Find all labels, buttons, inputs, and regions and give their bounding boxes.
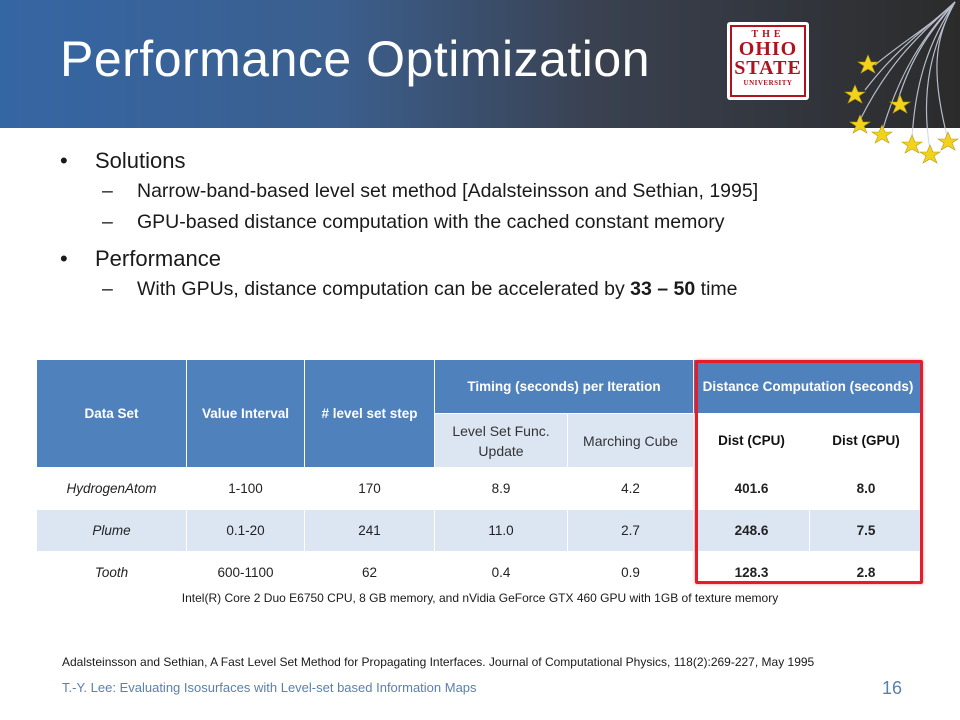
shooting-stars-decoration — [844, 1, 959, 164]
bullet-glyph: • — [60, 246, 68, 271]
star-icon — [857, 54, 879, 74]
cell-update: 8.9 — [435, 468, 568, 510]
hardware-specs: Intel(R) Core 2 Duo E6750 CPU, 8 GB memo… — [181, 591, 779, 605]
table-row: HydrogenAtom 1-100 170 8.9 4.2 401.6 8.0 — [37, 468, 923, 510]
subbullet: – GPU-based distance computation with th… — [60, 211, 897, 234]
logo-the: THE — [751, 29, 785, 40]
subbullet-text-post: time — [695, 278, 738, 300]
cell-cpu: 401.6 — [694, 468, 810, 510]
subbullet-text: Narrow-band-based level set method [Adal… — [137, 180, 759, 202]
cell-interval: 600-1100 — [187, 552, 305, 594]
table-row: Plume 0.1-20 241 11.0 2.7 248.6 7.5 — [37, 510, 923, 552]
bullet-glyph: • — [60, 148, 68, 173]
cell-gpu: 2.8 — [810, 552, 923, 594]
speedup-range: 33 – 50 — [630, 278, 696, 300]
star-icon — [889, 94, 911, 114]
cell-gpu: 8.0 — [810, 468, 923, 510]
subbullet-text-pre: With GPUs, distance computation can be a… — [137, 278, 631, 300]
bullet-solutions: • Solutions — [60, 148, 940, 174]
dash-glyph: – — [102, 278, 113, 300]
cell-steps: 241 — [305, 510, 435, 552]
bullet-label: Performance — [95, 246, 221, 271]
table-row: Tooth 600-1100 62 0.4 0.9 128.3 2.8 — [37, 552, 923, 594]
star-icon — [901, 134, 923, 154]
subbullet-text: GPU-based distance computation with the … — [137, 211, 725, 233]
dash-glyph: – — [102, 211, 113, 233]
bullet-list: • Solutions – Narrow-band-based level se… — [60, 148, 940, 309]
slide-title: Performance Optimization — [60, 31, 651, 87]
header-value-interval: Value Interval — [187, 360, 305, 468]
star-icon — [844, 84, 866, 104]
cell-update: 0.4 — [435, 552, 568, 594]
osu-logo: THE OHIO STATE UNIVERSITY — [727, 22, 809, 100]
bullet-performance: • Performance — [60, 246, 940, 272]
cell-steps: 170 — [305, 468, 435, 510]
performance-table: Data Set Value Interval # level set step… — [37, 360, 923, 594]
header-dist-cpu: Dist (CPU) — [694, 414, 810, 468]
subbullet: – With GPUs, distance computation can be… — [60, 278, 897, 301]
cell-steps: 62 — [305, 552, 435, 594]
reference-citation: Adalsteinsson and Sethian, A Fast Level … — [62, 655, 815, 669]
cell-cpu: 128.3 — [694, 552, 810, 594]
cell-gpu: 7.5 — [810, 510, 923, 552]
header-data-set: Data Set — [37, 360, 187, 468]
logo-ohio: OHIO — [738, 38, 798, 60]
star-icon — [919, 144, 941, 164]
star-icon — [849, 114, 871, 134]
header-distance: Distance Computation (seconds) — [694, 360, 923, 414]
osu-logo-frame: THE OHIO STATE UNIVERSITY — [730, 25, 806, 97]
logo-university: UNIVERSITY — [743, 79, 793, 87]
cell-update: 11.0 — [435, 510, 568, 552]
header-level-set-update: Level Set Func. Update — [435, 414, 568, 468]
header-dist-gpu: Dist (GPU) — [810, 414, 923, 468]
slide-header: Performance Optimization THE OHIO STATE … — [0, 0, 960, 128]
cell-marching: 4.2 — [568, 468, 694, 510]
cell-interval: 1-100 — [187, 468, 305, 510]
page-number: 16 — [881, 678, 902, 698]
cell-name: Tooth — [37, 552, 187, 594]
header-level-set-step: # level set step — [305, 360, 435, 468]
cell-marching: 2.7 — [568, 510, 694, 552]
distance-highlight-box — [695, 360, 923, 584]
cell-name: Plume — [37, 510, 187, 552]
footer-text: T.-Y. Lee: Evaluating Isosurfaces with L… — [62, 680, 477, 695]
subbullet: – Narrow-band-based level set method [Ad… — [60, 180, 897, 203]
cell-marching: 0.9 — [568, 552, 694, 594]
bullet-label: Solutions — [95, 148, 186, 173]
header-timing: Timing (seconds) per Iteration — [435, 360, 694, 414]
cell-interval: 0.1-20 — [187, 510, 305, 552]
star-icon — [937, 131, 959, 151]
dash-glyph: – — [102, 180, 113, 202]
header-marching-cube: Marching Cube — [568, 414, 694, 468]
cell-cpu: 248.6 — [694, 510, 810, 552]
star-icon — [871, 124, 893, 144]
logo-state: STATE — [734, 57, 802, 79]
cell-name: HydrogenAtom — [37, 468, 187, 510]
